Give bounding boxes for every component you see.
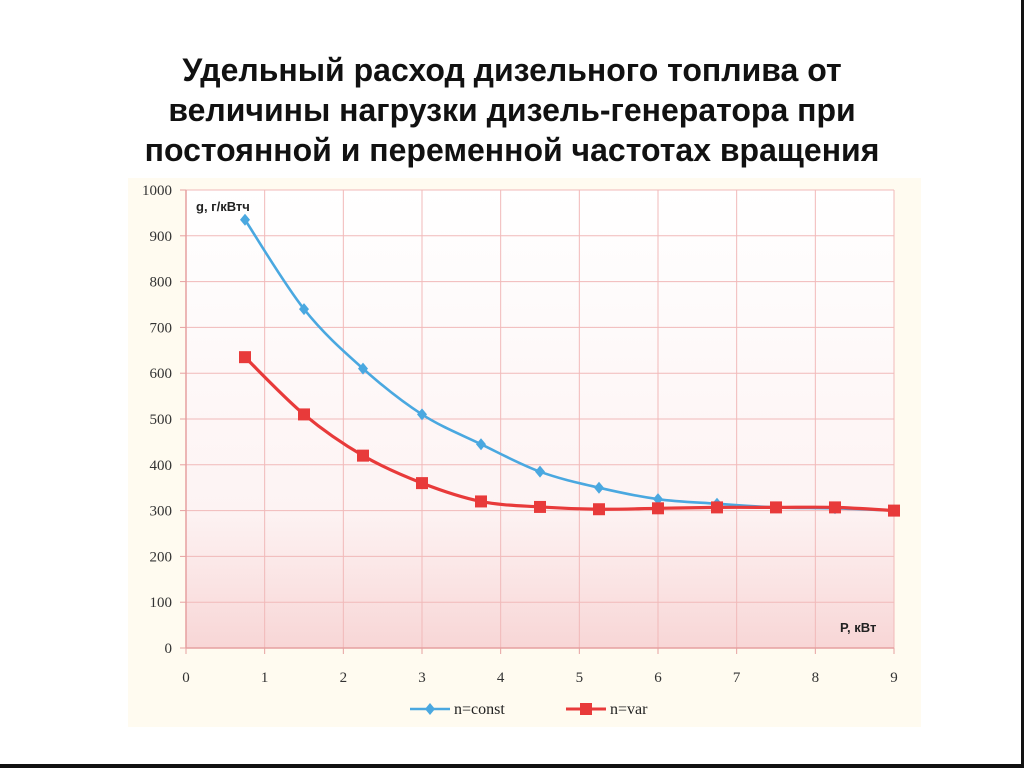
y-tick-labels: 0 100 200 300 400 500 600 700 800 900 1000: [142, 183, 172, 657]
y-tick-label: 600: [150, 366, 173, 382]
data-point: [240, 213, 250, 226]
y-tick-label: 100: [150, 595, 173, 611]
x-tick-label: 8: [812, 670, 820, 686]
y-axis-title: g, г/кВтч: [196, 199, 250, 214]
x-axis-title: P, кВт: [840, 620, 876, 635]
title-line-1: Удельный расход дизельного топлива от: [182, 52, 842, 88]
x-tick-label: 9: [890, 670, 898, 686]
y-tick-label: 0: [165, 641, 173, 657]
x-tick-label: 6: [654, 670, 662, 686]
data-point: [652, 502, 664, 515]
legend-item-n-var: n=var: [566, 701, 648, 718]
legend: n=const n=var: [410, 701, 648, 718]
x-tick-label: 3: [418, 670, 426, 686]
x-tick-label: 5: [576, 670, 584, 686]
axes: [180, 189, 895, 654]
data-point: [298, 408, 310, 421]
data-point: [888, 504, 900, 517]
series-n-var: [239, 351, 900, 517]
y-tick-label: 400: [150, 458, 173, 474]
data-point: [476, 438, 486, 451]
slide-right-border: [1021, 0, 1024, 768]
title-line-3: постоянной и переменной частотах вращени…: [144, 132, 880, 168]
legend-item-n-const: n=const: [410, 701, 505, 718]
slide-bottom-border: [0, 764, 1024, 768]
legend-label: n=var: [610, 701, 648, 718]
chart-area: 0 100 200 300 400 500 600 700 800 900 1000 0 1 2 3 4 5 6…: [128, 178, 921, 727]
x-tick-label: 2: [340, 670, 348, 686]
x-tick-label: 0: [182, 670, 190, 686]
x-tick-label: 4: [497, 670, 505, 686]
legend-swatch-marker: [425, 703, 435, 715]
data-point: [299, 303, 309, 316]
y-tick-label: 300: [150, 504, 173, 520]
data-point: [357, 449, 369, 462]
legend-swatch-marker: [580, 703, 592, 715]
x-tick-label: 7: [733, 670, 741, 686]
y-tick-label: 200: [150, 549, 173, 565]
data-point: [594, 481, 604, 494]
y-tick-label: 900: [150, 229, 173, 245]
legend-label: n=const: [454, 701, 505, 718]
y-tick-label: 700: [150, 320, 173, 336]
y-tick-label: 800: [150, 275, 173, 291]
data-point: [593, 503, 605, 516]
y-tick-label: 1000: [142, 183, 172, 199]
y-tick-label: 500: [150, 412, 173, 428]
data-point: [417, 408, 427, 421]
grid-lines: [186, 189, 895, 648]
slide-title: Удельный расход дизельного топлива от ве…: [40, 50, 984, 170]
title-line-2: величины нагрузки дизель-генератора при: [168, 92, 856, 128]
fuel-consumption-chart: 0 100 200 300 400 500 600 700 800 900 1000 0 1 2 3 4 5 6…: [142, 183, 900, 718]
series-layer: [239, 213, 900, 517]
data-point: [829, 501, 841, 514]
data-point: [358, 362, 368, 375]
data-point: [475, 495, 487, 508]
data-point: [416, 477, 428, 490]
x-tick-label: 1: [261, 670, 269, 686]
data-point: [239, 351, 251, 364]
data-point: [711, 501, 723, 514]
x-tick-labels: 0 1 2 3 4 5 6 7 8 9: [182, 670, 898, 686]
data-point: [653, 493, 663, 506]
data-point: [534, 500, 546, 513]
data-point: [770, 501, 782, 514]
data-point: [535, 465, 545, 478]
